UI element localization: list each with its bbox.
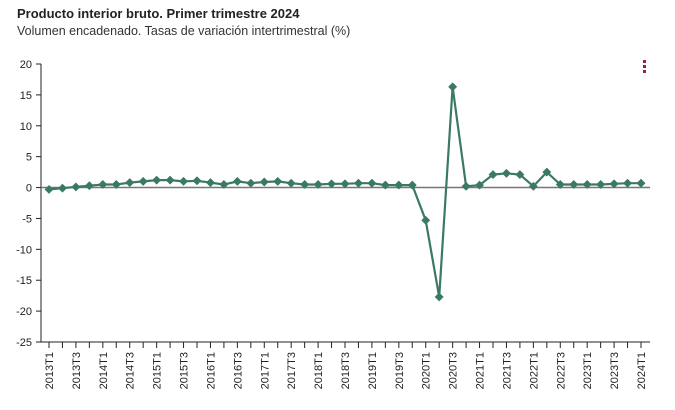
- chart-subtitle: Volumen encadenado. Tasas de variación i…: [17, 24, 351, 38]
- y-tick-label: -5: [22, 213, 32, 225]
- data-point-marker: [71, 182, 81, 192]
- data-point-marker: [434, 292, 444, 302]
- series-line: [48, 85, 641, 298]
- x-tick-label: 2016T3: [232, 352, 244, 389]
- y-tick-label: -15: [16, 275, 32, 287]
- data-point-marker: [340, 179, 350, 189]
- data-point-marker: [84, 181, 94, 191]
- y-tick-label: 20: [20, 59, 32, 71]
- data-point-marker: [44, 184, 54, 194]
- x-tick-label: 2013T1: [44, 352, 56, 389]
- data-point-marker: [542, 167, 552, 177]
- data-point-marker: [205, 178, 216, 188]
- x-tick-label: 2022T1: [528, 352, 540, 389]
- data-point-marker: [165, 175, 175, 185]
- x-tick-label: 2017T3: [286, 352, 298, 389]
- x-tick-label: 2020T1: [421, 352, 433, 389]
- x-tick-label: 2014T3: [125, 352, 137, 389]
- data-point-marker: [515, 170, 525, 180]
- data-point-marker: [273, 176, 283, 186]
- data-point-marker: [246, 178, 256, 188]
- data-point-marker: [192, 176, 202, 186]
- data-point-marker: [609, 179, 619, 189]
- data-point-marker: [125, 178, 135, 188]
- data-point-marker: [448, 82, 458, 92]
- x-tick-label: 2016T1: [205, 352, 217, 389]
- data-point-marker: [501, 168, 512, 178]
- data-point-marker: [367, 178, 377, 188]
- x-tick-label: 2018T1: [313, 352, 325, 389]
- data-point-marker: [528, 181, 538, 191]
- x-tick-label: 2021T1: [475, 352, 487, 389]
- data-point-marker: [636, 178, 646, 188]
- data-point-marker: [622, 178, 633, 188]
- x-tick-label: 2022T3: [555, 352, 567, 389]
- x-tick-label: 2021T3: [501, 352, 513, 389]
- x-tick-label: 2023T1: [582, 352, 594, 389]
- x-tick-label: 2013T3: [71, 352, 83, 389]
- x-tick-label: 2015T3: [179, 352, 191, 389]
- data-point-marker: [300, 179, 310, 190]
- x-tick-label: 2018T3: [340, 352, 352, 389]
- data-point-marker: [138, 176, 148, 186]
- data-point-marker: [286, 178, 296, 188]
- data-point-marker: [380, 180, 390, 190]
- x-tick-label: 2017T1: [259, 352, 271, 389]
- data-point-marker: [407, 180, 417, 190]
- data-point-marker: [394, 180, 404, 190]
- x-tick-label: 2015T1: [152, 352, 164, 389]
- chart-title: Producto interior bruto. Primer trimestr…: [17, 6, 300, 21]
- data-point-marker: [569, 179, 579, 190]
- data-point-marker: [152, 175, 162, 185]
- y-tick-label: 5: [26, 152, 32, 164]
- vertical-ellipsis-icon[interactable]: [638, 58, 650, 76]
- data-point-marker: [474, 180, 485, 190]
- data-point-marker: [326, 179, 337, 189]
- x-tick-label: 2024T1: [636, 352, 648, 389]
- data-point-marker: [232, 176, 242, 186]
- data-point-marker: [461, 181, 471, 191]
- x-tick-label: 2019T3: [394, 352, 406, 389]
- data-point-marker: [582, 179, 592, 190]
- data-point-marker: [488, 170, 498, 180]
- data-point-marker: [259, 177, 269, 187]
- y-tick-label: -20: [16, 306, 32, 318]
- x-tick-label: 2023T3: [609, 352, 621, 389]
- y-tick-label: -10: [16, 244, 32, 256]
- y-tick-label: 15: [20, 90, 32, 102]
- x-tick-label: 2020T3: [448, 352, 460, 389]
- data-point-marker: [353, 178, 364, 188]
- data-point-marker: [596, 179, 606, 190]
- y-tick-label: -25: [16, 337, 32, 349]
- data-point-marker: [111, 179, 121, 190]
- data-point-marker: [57, 183, 68, 193]
- data-point-marker: [98, 179, 108, 190]
- data-point-marker: [421, 215, 431, 225]
- y-tick-label: 0: [26, 183, 32, 195]
- x-tick-label: 2014T1: [98, 352, 110, 389]
- data-point-marker: [313, 179, 323, 190]
- data-point-marker: [219, 179, 229, 190]
- data-point-marker: [178, 176, 189, 186]
- x-tick-label: 2019T1: [367, 352, 379, 389]
- data-point-marker: [555, 179, 565, 190]
- y-tick-label: 10: [20, 121, 32, 133]
